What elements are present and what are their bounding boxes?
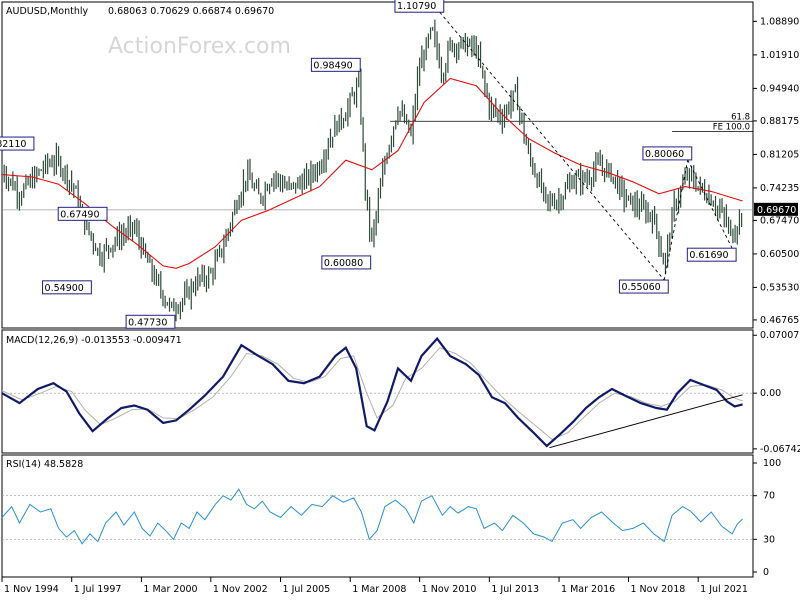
price-y-tick-label: 0.67470 <box>760 215 799 226</box>
price-callout-label: 0.67490 <box>60 209 99 220</box>
price-callout-box <box>618 279 669 294</box>
macd-trendline <box>549 394 743 449</box>
x-tick-label: 1 Nov 2018 <box>630 584 685 595</box>
x-tick-label: 1 Mar 2008 <box>352 584 406 595</box>
price-callout-box <box>642 146 693 161</box>
watermark: ActionForex.com <box>108 34 291 59</box>
current-price-label: 0.69670 <box>757 205 796 216</box>
price-header-ohlc: 0.68063 0.70629 0.66874 0.69670 <box>108 6 274 17</box>
price-callout-box <box>42 280 92 295</box>
price-y-tick-label: 0.81205 <box>760 149 799 160</box>
macd-y-tick-label: -0.067423 <box>760 444 800 455</box>
price-callout-box <box>125 314 176 329</box>
price-callout-label: 0.80060 <box>645 149 684 160</box>
price-trendline <box>687 159 733 249</box>
price-callout-label: 0.82110 <box>0 139 26 150</box>
price-callout-box <box>686 247 737 262</box>
x-tick-label: 1 Nov 2002 <box>213 584 268 595</box>
macd-y-tick-label: 0.070071 <box>760 330 800 341</box>
price-callout-box <box>394 0 445 13</box>
macd-y-tick-label: 0.00 <box>760 388 781 399</box>
price-callout-label: 0.98490 <box>313 60 352 71</box>
rsi-y-tick-label: 70 <box>763 491 775 502</box>
price-callout-box <box>321 255 372 270</box>
rsi-y-tick-label: 100 <box>763 458 781 469</box>
x-tick-label: 1 Jul 2021 <box>700 584 748 595</box>
price-callout-label: 1.10790 <box>397 1 436 12</box>
x-tick-label: 1 Jul 1997 <box>74 584 122 595</box>
rsi-y-tick-label: 0 <box>763 567 769 578</box>
price-y-tick-label: 0.74235 <box>760 183 799 194</box>
x-tick-label: 1 Jul 2013 <box>491 584 539 595</box>
x-tick-label: 1 Nov 2010 <box>422 584 477 595</box>
x-tick-label: 1 Mar 2016 <box>561 584 615 595</box>
price-callout-box <box>310 57 361 72</box>
x-axis: 1 Nov 1994 1 Jul 1997 1 Mar 2000 1 Nov 2002… <box>1 577 748 595</box>
price-trendline <box>439 11 665 281</box>
current-price-box <box>754 202 798 216</box>
moving-average-line <box>1 77 743 269</box>
price-header-symbol: AUDUSD,Monthly <box>6 6 89 17</box>
macd-plot: 0.070071 0.00 -0.067423 <box>1 330 800 455</box>
fibo-label: FE 100.0 <box>713 122 750 132</box>
macd-panel-frame <box>1 329 754 454</box>
price-y-tick-label: 1.08890 <box>760 16 799 27</box>
price-callout-label: 0.54900 <box>45 283 84 294</box>
rsi-y-tick-label: 30 <box>763 534 775 545</box>
x-tick-label: 1 Jul 2005 <box>283 584 331 595</box>
price-y-tick-label: 0.60500 <box>760 249 799 260</box>
rsi-header: RSI(14) 48.5828 <box>6 459 83 470</box>
price-trendline <box>663 159 689 281</box>
macd-signal-line <box>1 347 743 440</box>
x-tick-label: 1 Nov 1994 <box>4 584 59 595</box>
price-y-tick-label: 0.53530 <box>760 282 799 293</box>
price-callout-label: 0.47730 <box>128 317 167 328</box>
rsi-plot: 100 70 30 0 <box>1 458 781 578</box>
fibo-label: 61.8 <box>731 112 750 122</box>
price-callout-label: 0.60080 <box>324 258 363 269</box>
macd-line <box>1 336 743 448</box>
price-plot: 1.08890 1.01910 0.94940 0.88175 0.81205 0.742… <box>0 0 799 329</box>
price-y-tick-label: 1.01910 <box>760 50 799 61</box>
price-callout-label: 0.55060 <box>621 282 660 293</box>
rsi-line <box>1 488 743 545</box>
price-y-tick-label: 0.94940 <box>760 83 799 94</box>
price-callout-label: 0.61690 <box>689 250 728 261</box>
x-tick-label: 1 Mar 2000 <box>143 584 197 595</box>
price-y-tick-label: 0.46765 <box>760 315 799 326</box>
rsi-panel-frame <box>1 454 754 578</box>
price-callout-box <box>57 206 108 221</box>
price-y-tick-label: 0.88175 <box>760 116 799 127</box>
macd-header: MACD(12,26,9) -0.013553 -0.009471 <box>6 335 182 346</box>
price-callout-box <box>0 136 35 151</box>
